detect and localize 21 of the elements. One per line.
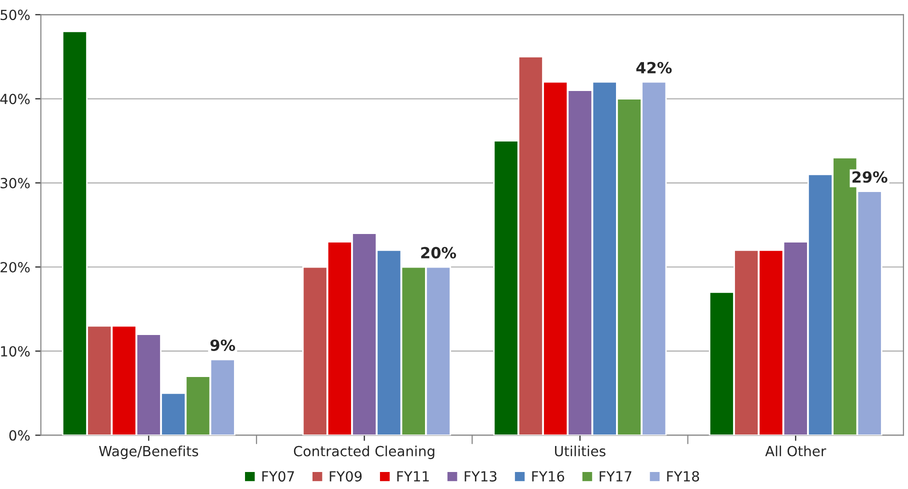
x-tick-label: Wage/Benefits <box>99 446 198 460</box>
y-tick-label: 40% <box>0 94 30 104</box>
legend-label: FY16 <box>532 471 564 482</box>
data-label: 9% <box>210 339 236 351</box>
legend-label: FY11 <box>397 471 429 482</box>
x-tick-label: Utilities <box>555 446 606 456</box>
y-tick-label: 10% <box>1 346 30 357</box>
legend-label: FY13 <box>464 471 496 482</box>
legend-label: FY09 <box>330 471 362 482</box>
legend-label: FY07 <box>262 471 294 482</box>
data-label: 29% <box>852 171 888 183</box>
y-tick-label: 20% <box>0 262 30 272</box>
legend-label: FY17 <box>600 471 632 482</box>
x-tick-label: All Other <box>765 446 826 456</box>
y-tick-label: 30% <box>0 178 30 188</box>
data-label: 42% <box>636 62 672 74</box>
x-tick-label: Contracted Cleaning <box>294 446 434 460</box>
data-label: 20% <box>421 246 456 258</box>
legend-label: FY18 <box>667 471 700 482</box>
y-tick-label: 50% <box>0 10 30 20</box>
y-tick-label: 0% <box>9 430 30 441</box>
